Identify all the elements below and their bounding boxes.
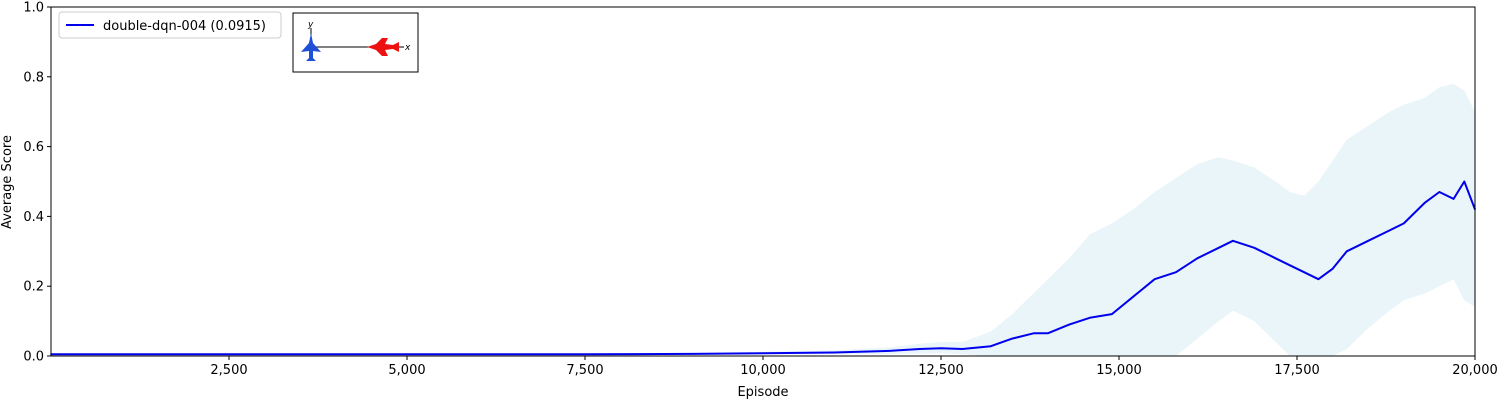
axes: 2,500 5,000 7,500 10,000 12,500 15,000 17,500 2… (23, 1, 1497, 379)
series-0-point (1232, 240, 1234, 242)
series-0-point (1132, 295, 1134, 298)
series-0-point (1452, 198, 1455, 200)
y-tick-label: 0.2 (23, 280, 44, 295)
y-tick-label: 1.0 (23, 1, 44, 16)
y-tick-label: 0.8 (23, 70, 44, 85)
inset-frame (292, 12, 419, 73)
x-tick-label: 10,000 (740, 363, 786, 378)
series-0-point (1403, 222, 1405, 225)
series-0-point (1175, 271, 1177, 274)
x-axis-label: Episode (737, 385, 788, 400)
series-0-point (1068, 323, 1070, 326)
x-tick-label: 17,500 (1274, 363, 1320, 378)
series-0-point (1346, 250, 1348, 253)
series-0-point (1331, 268, 1334, 270)
legend-label: double-dqn-004 (0.0915) (103, 19, 266, 34)
series-0-point (1153, 278, 1156, 281)
series-0-point (1111, 313, 1113, 315)
series-0-point (1438, 191, 1441, 193)
series-0-point (406, 353, 408, 356)
x-tick-label: 20,000 (1452, 363, 1498, 378)
series-0-point (228, 353, 230, 356)
series-0-point (1303, 271, 1305, 274)
x-tick-label: 2,500 (210, 363, 247, 378)
x-tick-label: 5,000 (388, 363, 425, 378)
series-0-point (1253, 247, 1256, 249)
series-0-point (1317, 278, 1320, 281)
series-0-point (1032, 332, 1035, 335)
aircraft-inset: y x (292, 12, 419, 73)
series-0-point (890, 350, 892, 352)
y-tick-label: 0.0 (23, 350, 44, 365)
series-0-point (1388, 229, 1391, 232)
inset-x-axis-glyph: x (404, 43, 411, 53)
series-0-point (1011, 337, 1013, 340)
red-aircraft-icon (367, 38, 399, 56)
x-tick-label: 15,000 (1096, 363, 1142, 378)
y-tick-label: 0.6 (23, 140, 44, 155)
y-axis-label: Average Score (0, 135, 15, 229)
series-0-point (961, 348, 964, 350)
inset-y-axis-glyph: y (307, 20, 314, 30)
legend-box (58, 11, 282, 39)
x-tick-label: 12,500 (918, 363, 964, 378)
series-0-point (1089, 316, 1092, 319)
series-0-point (918, 348, 921, 350)
series-0-confidence-band (51, 83, 1475, 357)
series-0-point (1424, 201, 1426, 204)
series-0-point (1463, 180, 1466, 183)
x-tick-label: 7,500 (566, 363, 603, 378)
legend: double-dqn-004 (0.0915) (58, 11, 282, 39)
blue-aircraft-icon (301, 33, 321, 61)
series-0-point (990, 345, 992, 348)
series-0-point (1217, 247, 1220, 249)
plot-area (50, 83, 1476, 357)
series-0-point (762, 352, 764, 355)
series-0-point (1047, 332, 1049, 335)
y-tick-label: 0.4 (23, 210, 44, 225)
series-0-point (1274, 257, 1277, 260)
series-0-point (940, 347, 942, 350)
series-0-point (584, 353, 586, 356)
series-0-point (833, 351, 835, 354)
series-0-point (1196, 257, 1199, 260)
series-0-point (1367, 240, 1369, 242)
series-0-point (1289, 264, 1291, 267)
series-0-point (691, 353, 693, 355)
